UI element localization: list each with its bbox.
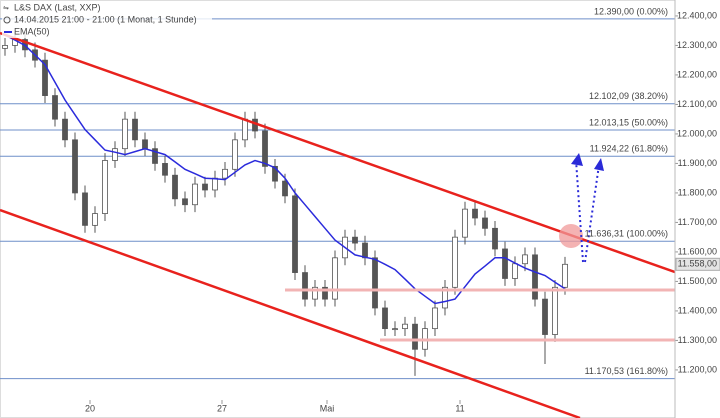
candle-body — [292, 195, 298, 273]
candle-body — [322, 286, 328, 300]
candle-body — [192, 183, 198, 206]
icon: ⇋ — [3, 5, 9, 12]
arrow-head — [594, 158, 604, 171]
candle-body — [532, 254, 538, 300]
channel-line — [0, 208, 581, 418]
candle-body — [82, 192, 88, 226]
y-tick-label: 11.900,00 — [678, 158, 717, 168]
candle-body — [2, 45, 8, 49]
candle-body — [202, 183, 208, 191]
candle-body — [372, 257, 378, 309]
fib-label: 11.924,22 (61.80%) — [590, 144, 668, 154]
candle-body — [232, 139, 238, 170]
candle-body — [302, 272, 308, 300]
candle-body — [462, 208, 468, 238]
fib-label: 12.102,09 (38.20%) — [589, 91, 668, 101]
candle-body — [92, 213, 98, 226]
candle-body — [162, 163, 168, 176]
y-tick-label: 12.200,00 — [677, 69, 717, 79]
candle-body — [452, 236, 458, 288]
forecast-arrow — [584, 164, 600, 263]
y-tick-label: 11.400,00 — [678, 305, 717, 315]
y-tick-label: 11.300,00 — [678, 335, 717, 345]
fib-label: 12.013,15 (50.00%) — [589, 117, 668, 127]
candle-body — [52, 95, 58, 120]
y-tick-label: 12.000,00 — [677, 128, 717, 138]
candle-body — [132, 118, 138, 141]
fib-label: 11.636,31 (100.00%) — [585, 229, 668, 239]
chart-title: L&S DAX (Last, XXP) — [14, 2, 101, 12]
candle-body — [442, 286, 448, 309]
y-tick-label: 11.500,00 — [678, 276, 717, 286]
candle-body — [402, 323, 408, 330]
candle-body — [472, 208, 478, 219]
candle-body — [182, 198, 188, 206]
legend-label: EMA(50) — [14, 26, 50, 36]
fib-label: 11.170,53 (161.80%) — [585, 366, 668, 376]
candle-body — [432, 307, 438, 330]
last-price-box — [675, 257, 720, 271]
candle-body — [102, 160, 108, 214]
candle-body — [272, 165, 278, 182]
candle-body — [222, 168, 228, 179]
y-tick-label: 12.300,00 — [677, 40, 717, 50]
y-tick-label: 11.200,00 — [678, 364, 717, 374]
chart-subtitle: 14.04.2015 21:00 - 21:00 (1 Monat, 1 Stu… — [14, 14, 197, 24]
candle-body — [72, 139, 78, 194]
candle-body — [512, 263, 518, 279]
candle-body — [502, 248, 508, 279]
candle-body — [392, 328, 398, 331]
candle-body — [282, 180, 288, 197]
y-tick-label: 12.400,00 — [677, 10, 717, 20]
candle-body — [332, 257, 338, 300]
y-tick-label: 11.700,00 — [678, 217, 717, 227]
forecast-arrow — [575, 159, 584, 263]
candle-body — [212, 177, 218, 191]
candle-body — [122, 118, 128, 150]
candle-body — [382, 307, 388, 330]
y-tick-label: 11.800,00 — [678, 187, 717, 197]
candle-body — [562, 263, 568, 288]
highlight-circle — [559, 224, 583, 248]
candle-body — [492, 227, 498, 250]
drawings — [0, 31, 720, 418]
channel-line — [0, 31, 720, 290]
clock-icon — [3, 16, 11, 24]
ema-line — [4, 34, 566, 305]
y-tick-label: 11.600,00 — [678, 246, 717, 256]
axis-panel — [675, 0, 720, 418]
candle-body — [352, 236, 358, 244]
x-tick-label: 20 — [85, 403, 95, 413]
x-tick-label: 11 — [455, 403, 464, 413]
candle-body — [112, 148, 118, 161]
x-tick-label: 27 — [217, 403, 227, 413]
candle-body — [172, 174, 178, 200]
candle-body — [552, 286, 558, 335]
y-tick-label: 12.100,00 — [677, 99, 717, 109]
arrow-head — [571, 153, 583, 166]
candle-body — [262, 130, 268, 167]
candle-body — [362, 242, 368, 259]
header-bg — [2, 2, 212, 38]
x-tick-label: Mai — [320, 403, 335, 413]
candle-body — [152, 148, 158, 164]
candle-body — [482, 217, 488, 229]
candle-body — [412, 323, 418, 350]
candle-body — [242, 118, 248, 141]
candle-body — [542, 298, 548, 335]
candle-body — [522, 254, 528, 265]
candle-body — [142, 139, 148, 150]
candle-body — [312, 286, 318, 300]
candle-body — [42, 59, 48, 96]
candle-body — [62, 118, 68, 141]
fib-label: 12.390,00 (0.00%) — [594, 6, 668, 16]
last-price-label: 11.558,00 — [678, 259, 717, 269]
